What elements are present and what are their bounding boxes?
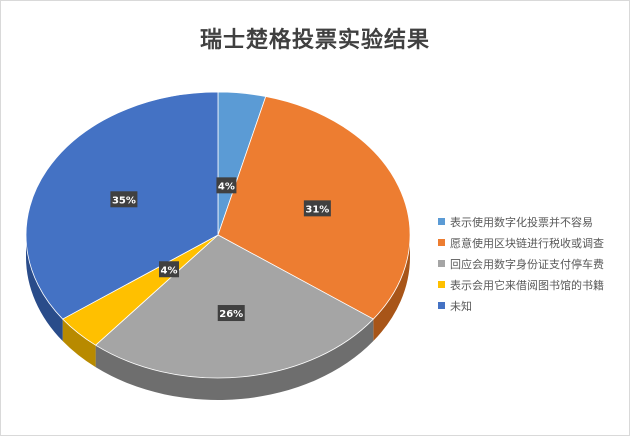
legend-swatch — [438, 302, 445, 309]
slice-label-0: 4% — [216, 177, 237, 194]
svg-text:35%: 35% — [112, 195, 136, 206]
legend: 表示使用数字化投票并不容易 愿意使用区块链进行税收或调查 回应会用数字身份证支付停车… — [438, 211, 628, 316]
legend-label: 愿意使用区块链进行税收或调查 — [450, 236, 604, 250]
slice-side-1 — [373, 235, 410, 342]
svg-text:4%: 4% — [161, 265, 178, 276]
legend-swatch — [438, 218, 445, 225]
slice-labels: 4% 31% 26% 4% 35% — [110, 177, 331, 322]
legend-item-3[interactable]: 表示会用它来借阅图书馆的书籍 — [438, 274, 628, 295]
pie-slices — [25, 91, 411, 379]
legend-label: 回应会用数字身份证支付停车费 — [450, 257, 604, 271]
legend-item-1[interactable]: 愿意使用区块链进行税收或调查 — [438, 232, 628, 253]
slice-label-1: 31% — [303, 200, 331, 217]
svg-text:4%: 4% — [218, 181, 235, 192]
legend-item-0[interactable]: 表示使用数字化投票并不容易 — [438, 211, 628, 232]
slice-side-4 — [26, 235, 63, 342]
svg-text:31%: 31% — [305, 204, 329, 215]
legend-item-2[interactable]: 回应会用数字身份证支付停车费 — [438, 253, 628, 274]
slice-side-2 — [95, 319, 374, 400]
legend-swatch — [438, 239, 445, 246]
slice-label-4: 35% — [110, 191, 138, 208]
slice-side-3 — [62, 319, 96, 368]
pie-3d-sides — [26, 235, 410, 400]
svg-text:26%: 26% — [219, 309, 243, 320]
legend-label: 表示会用它来借阅图书馆的书籍 — [450, 278, 604, 292]
legend-item-4[interactable]: 未知 — [438, 295, 628, 316]
legend-swatch — [438, 260, 445, 267]
slice-label-3: 4% — [159, 261, 180, 278]
legend-label: 表示使用数字化投票并不容易 — [450, 215, 593, 229]
slice-label-2: 26% — [217, 305, 245, 322]
legend-swatch — [438, 281, 445, 288]
chart-title: 瑞士楚格投票实验结果 — [199, 28, 430, 53]
legend-label: 未知 — [450, 299, 472, 313]
